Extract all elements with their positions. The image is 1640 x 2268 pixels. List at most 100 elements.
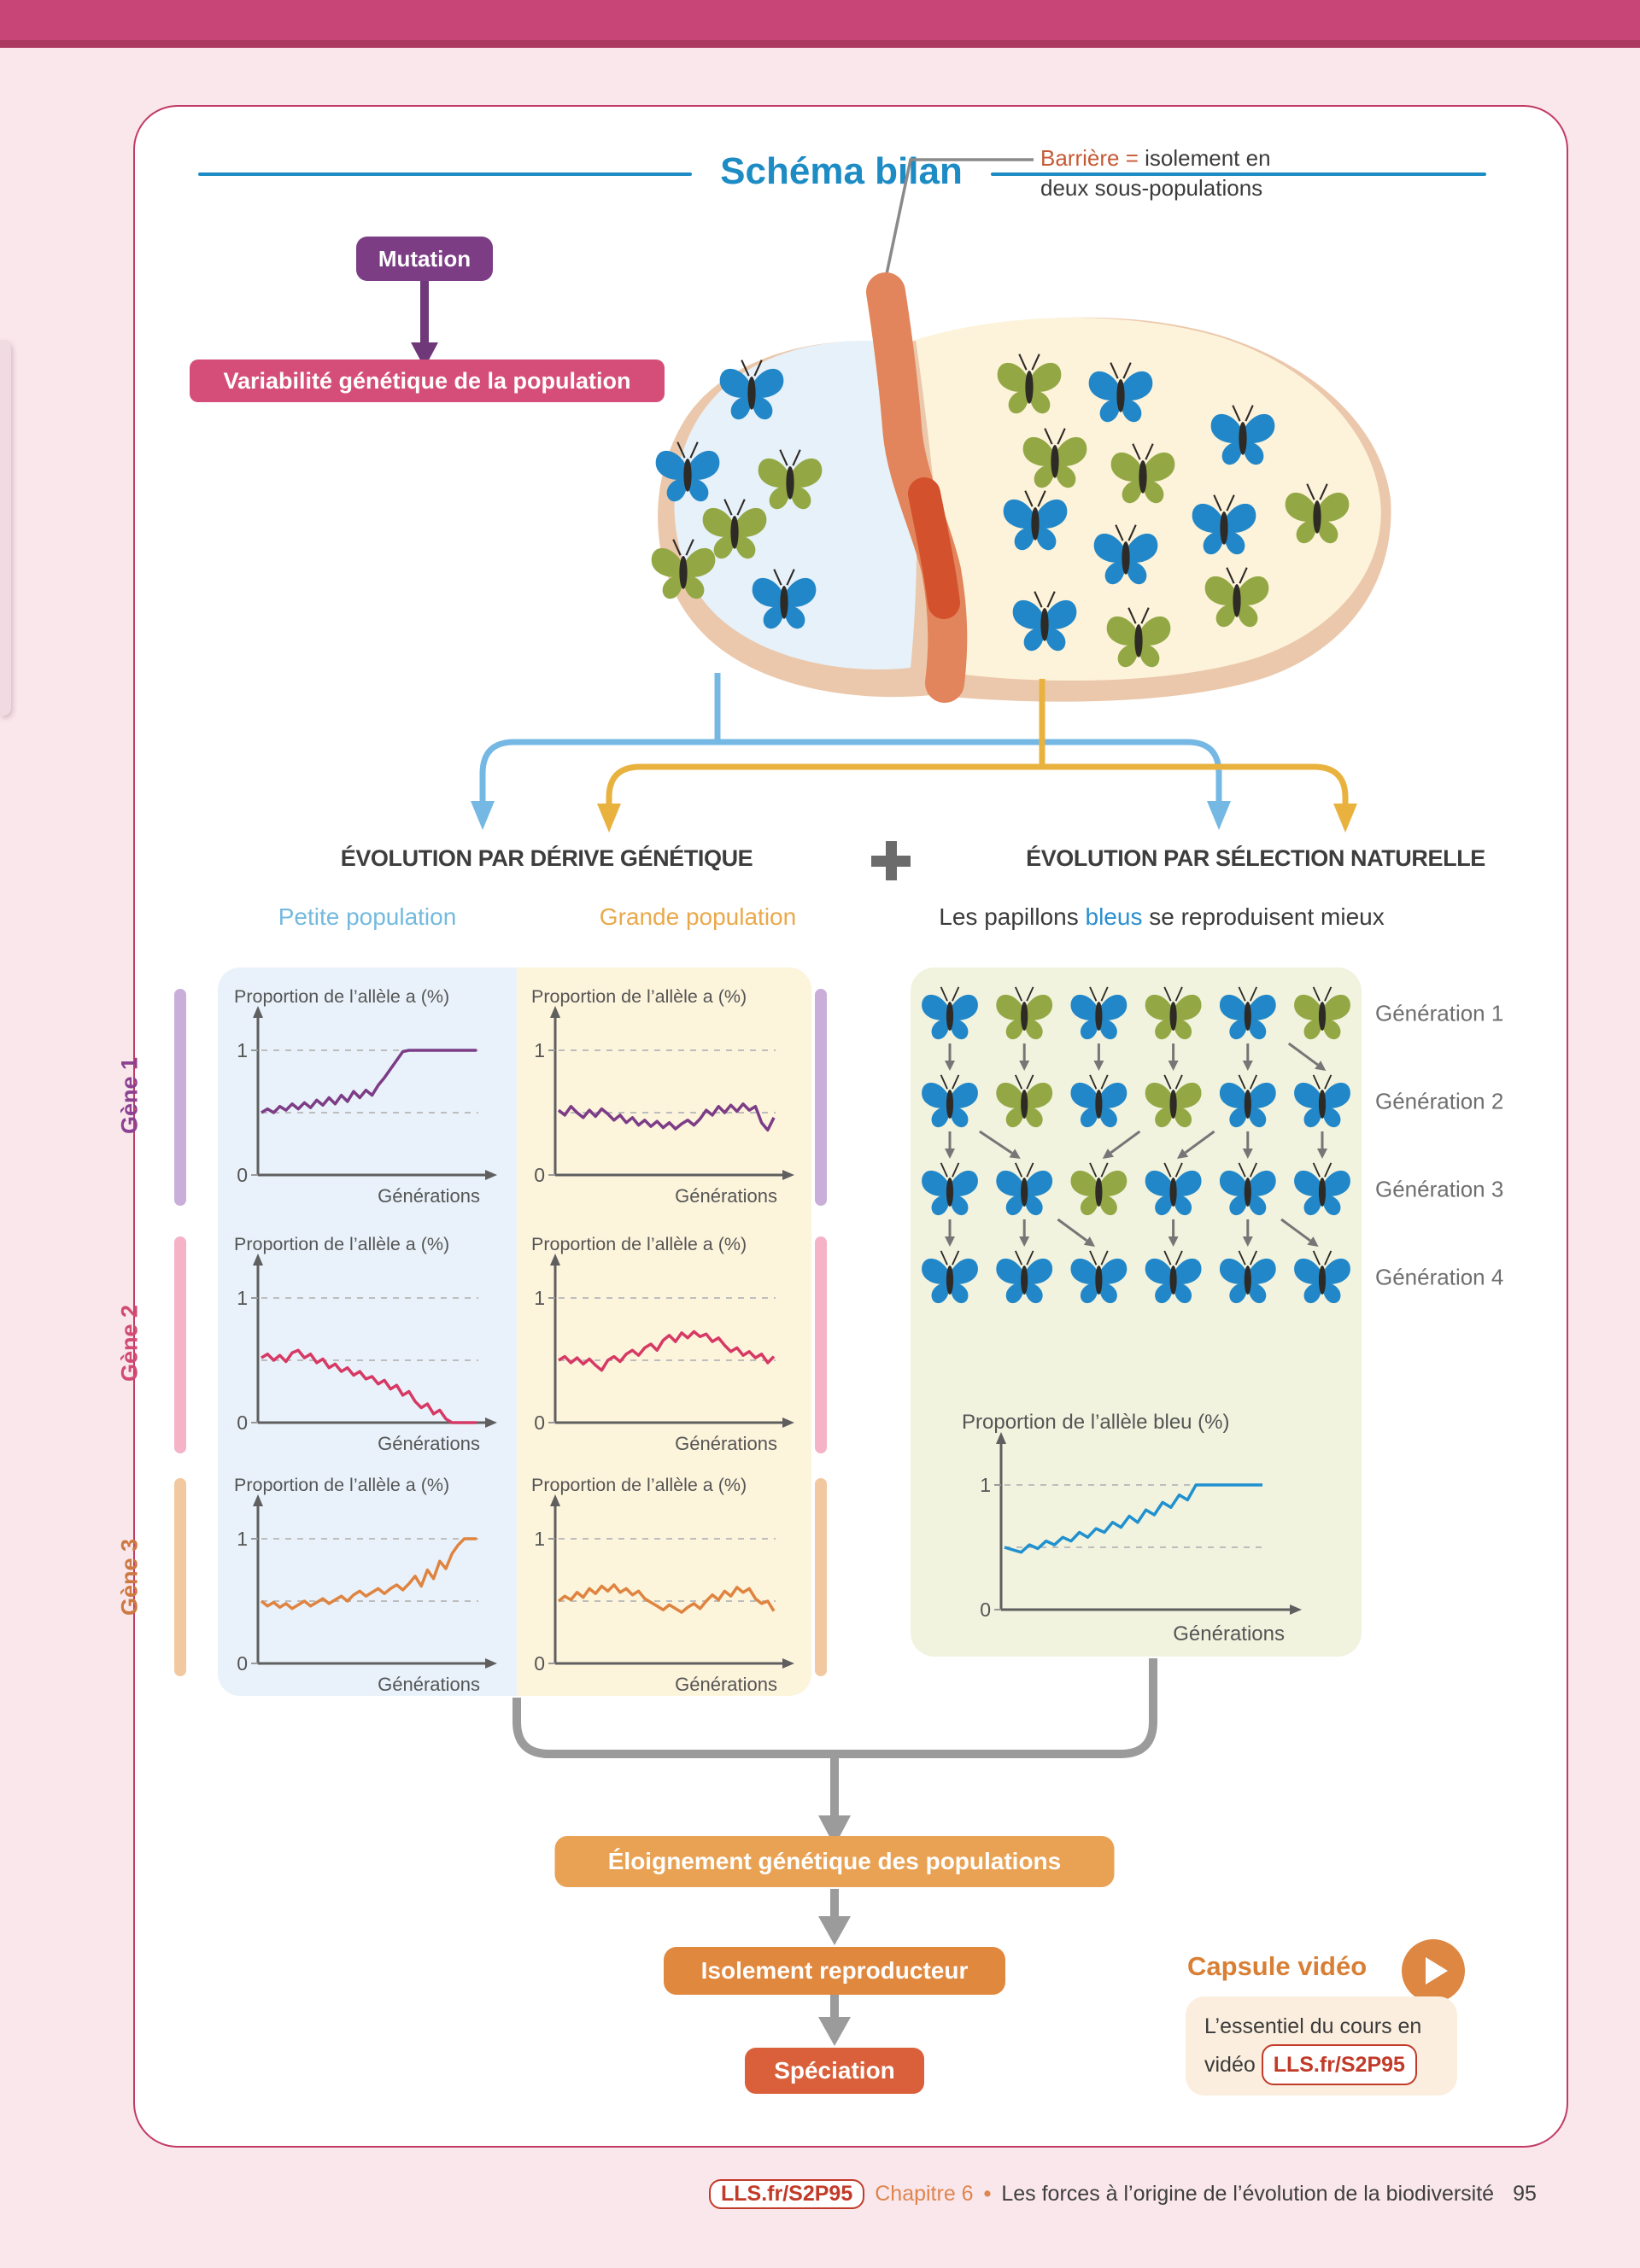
generation-arrow — [1057, 1218, 1088, 1242]
top-bar — [0, 0, 1640, 40]
right-sub-post: se reproduisent mieux — [1142, 903, 1385, 930]
generation-arrow-head — [945, 1236, 955, 1247]
generation-arrow-head — [1176, 1149, 1189, 1159]
y-axis-arrow-icon — [550, 1494, 560, 1506]
chart-gene2-large-population: Proportion de l’allèle a (%) 1 0 Génération… — [526, 1230, 801, 1458]
play-icon — [1425, 1957, 1448, 1984]
generation-arrow — [1287, 1042, 1319, 1067]
generation-arrow-head — [1102, 1149, 1114, 1159]
x-axis-arrow-icon — [485, 1170, 497, 1180]
generation-butterfly-blue-icon — [1069, 985, 1128, 1041]
x-axis-label: Générations — [675, 1185, 777, 1207]
footer-page-number: 95 — [1513, 2182, 1537, 2206]
barrier-dark-segment — [908, 477, 960, 619]
gene1-left-bar — [174, 989, 186, 1206]
generation-butterfly-blue-icon — [1218, 1249, 1277, 1305]
play-button[interactable] — [1402, 1939, 1465, 2002]
ytick-1: 1 — [534, 1287, 545, 1309]
chart-title: Proportion de l’allèle a (%) — [234, 986, 449, 1007]
y-axis-arrow-icon — [253, 1254, 263, 1266]
series-line — [557, 1102, 776, 1132]
footer-chapter: Chapitre 6 — [875, 2182, 974, 2206]
x-axis-arrow-icon — [1290, 1605, 1302, 1615]
panel-small-population — [218, 967, 517, 1696]
chart-title: Proportion de l’allèle a (%) — [234, 1475, 449, 1495]
right-sub-pre: Les papillons — [939, 903, 1086, 930]
y-axis-arrow-icon — [253, 1494, 263, 1506]
gene2-left-bar — [174, 1236, 186, 1453]
ytick-0: 0 — [980, 1599, 991, 1621]
video-capsule-box: L’essentiel du cours en vidéo LLS.fr/S2P… — [1186, 1996, 1457, 2096]
series-line — [261, 1348, 477, 1424]
footer-book-title: Les forces à l’origine de l’évolution de… — [1001, 2182, 1495, 2206]
title-rule-left — [198, 172, 692, 176]
x-axis-arrow-icon — [782, 1170, 794, 1180]
generation-arrow-head — [1093, 1061, 1104, 1071]
generation-arrow-head — [1019, 1061, 1030, 1071]
generation-butterfly-green-icon — [1144, 1073, 1203, 1129]
x-axis-label: Générations — [378, 1674, 480, 1695]
y-axis-arrow-icon — [996, 1432, 1006, 1444]
generation-butterfly-blue-icon — [921, 1249, 979, 1305]
generation-butterfly-green-icon — [995, 1073, 1054, 1129]
ytick-1: 1 — [237, 1039, 248, 1061]
ytick-0: 0 — [237, 1164, 248, 1186]
generation-arrow-head — [1168, 1061, 1179, 1071]
ytick-0: 0 — [237, 1652, 248, 1675]
subheading-large-population: Grande population — [599, 903, 797, 930]
chart-title: Proportion de l’allèle a (%) — [531, 1234, 747, 1254]
x-axis-label: Générations — [675, 1433, 777, 1454]
generation-arrow — [1110, 1130, 1141, 1154]
x-axis-label: Générations — [378, 1433, 480, 1454]
chart-title: Proportion de l’allèle a (%) — [531, 986, 747, 1007]
generation-butterfly-blue-icon — [995, 1161, 1054, 1217]
subheading-small-population: Petite population — [278, 903, 457, 930]
page-title: Schéma bilan — [720, 150, 963, 192]
barrier-leader-line — [882, 158, 1034, 291]
generation-butterfly-blue-icon — [1293, 1249, 1351, 1305]
selection-branch-bar — [606, 763, 1349, 805]
heading-genetic-drift: ÉVOLUTION PAR DÉRIVE GÉNÉTIQUE — [340, 845, 753, 871]
reproductive-isolation-badge: Isolement reproducteur — [664, 1947, 1005, 1995]
arrow-to-speciation-head — [818, 2017, 851, 2046]
series-line — [261, 1049, 477, 1114]
gene3-right-bar — [815, 1478, 827, 1676]
plus-icon — [871, 841, 911, 880]
generation-arrow-head — [1242, 1149, 1253, 1159]
chart-gene3-large-population: Proportion de l’allèle a (%) 1 0 Génération… — [526, 1470, 801, 1699]
generation-label-4: Génération 4 — [1375, 1264, 1504, 1290]
generation-arrow — [1184, 1130, 1215, 1154]
gene-row-label-2: Gène 2 — [116, 1304, 143, 1382]
generation-label-3: Génération 3 — [1375, 1176, 1504, 1202]
subheading-blue-butterflies: Les papillons bleus se reproduisent mieu… — [939, 903, 1384, 931]
page-edge-tab — [0, 340, 11, 716]
x-axis-arrow-icon — [485, 1418, 497, 1428]
generation-butterfly-blue-icon — [921, 1161, 979, 1217]
chart-gene3-small-population: Proportion de l’allèle a (%) 1 0 Génération… — [229, 1470, 504, 1699]
video-capsule-line1: L’essentiel du cours en — [1204, 2014, 1422, 2038]
merge-connector — [512, 1658, 1157, 2046]
video-lls-link[interactable]: LLS.fr/S2P95 — [1261, 2044, 1417, 2085]
generation-arrow-head — [1242, 1236, 1253, 1247]
generation-arrow — [1280, 1218, 1311, 1242]
generation-label-1: Génération 1 — [1375, 1000, 1504, 1026]
generation-butterfly-blue-icon — [1144, 1249, 1203, 1305]
mutation-badge: Mutation — [356, 237, 493, 281]
arrow-to-divergence-head — [818, 1815, 851, 1846]
genetic-divergence-badge: Éloignement génétique des populations — [554, 1836, 1115, 1887]
footer-lls-link[interactable]: LLS.fr/S2P95 — [709, 2179, 865, 2209]
series-line — [557, 1583, 776, 1614]
ytick-1: 1 — [237, 1528, 248, 1550]
generation-butterfly-blue-icon — [1218, 1073, 1277, 1129]
generation-butterfly-blue-icon — [1069, 1073, 1128, 1129]
drift-branch-bar — [479, 739, 1222, 803]
title-rule-right — [991, 172, 1486, 176]
generation-butterfly-green-icon — [995, 985, 1054, 1041]
chart-title: Proportion de l’allèle bleu (%) — [962, 1411, 1230, 1434]
merge-bracket — [512, 1658, 1157, 1758]
generation-arrow-head — [1083, 1236, 1096, 1247]
y-axis-arrow-icon — [550, 1006, 560, 1018]
ytick-1: 1 — [980, 1474, 991, 1496]
ytick-1: 1 — [534, 1528, 545, 1550]
